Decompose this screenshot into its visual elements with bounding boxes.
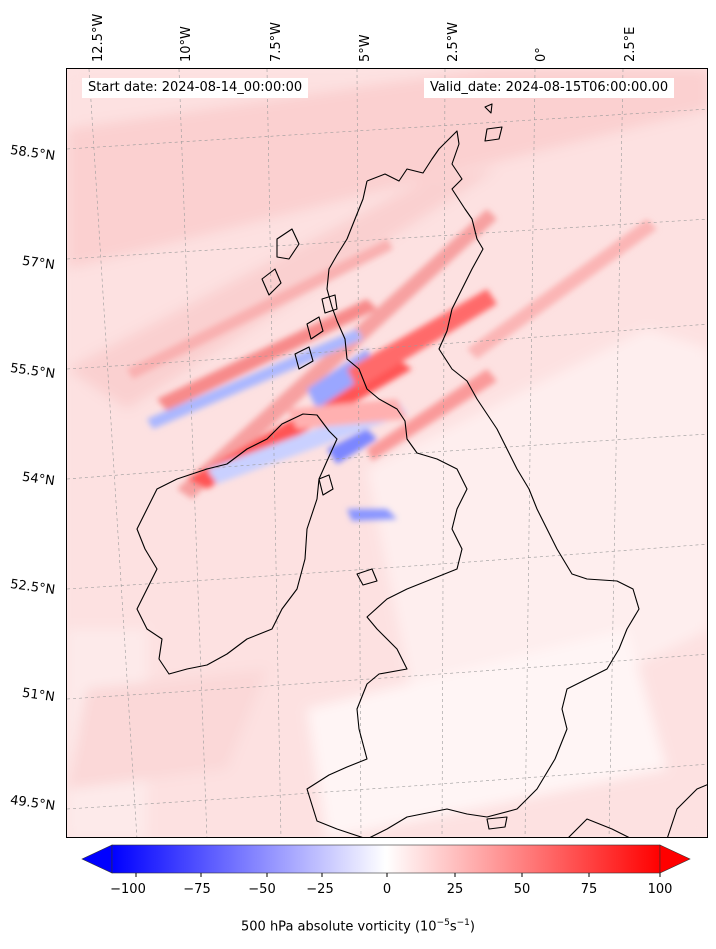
lon-label-12-5w: 12.5°W (91, 13, 106, 62)
lat-label-49-5n: 49.5°N (9, 792, 56, 815)
lat-label-52-5n: 52.5°N (9, 576, 56, 599)
lat-label-58-5n: 58.5°N (9, 142, 56, 165)
map-canvas (67, 69, 707, 837)
start-date-label: Start date: 2024-08-14_00:00:00 (82, 78, 309, 98)
colorbar-tick: −25 (306, 882, 334, 897)
lon-label-5w: 5°W (358, 34, 373, 62)
colorbar (81, 844, 691, 877)
colorbar-tick: 75 (580, 882, 598, 897)
colorbar-tick: −100 (110, 882, 146, 897)
colorbar-tick: −50 (248, 882, 276, 897)
coastlines (136, 103, 707, 837)
lon-label-2-5e: 2.5°E (623, 26, 638, 62)
colorbar-gradient (111, 844, 661, 874)
lat-label-54n: 54°N (21, 469, 56, 490)
valid-date-label: Valid_date: 2024-08-15T06:00:00.00 (424, 78, 675, 98)
lat-label-57n: 57°N (21, 253, 56, 274)
colorbar-low-extend (81, 844, 113, 874)
colorbar-tick: 50 (513, 882, 531, 897)
vorticity-streaks (127, 209, 657, 521)
graticule-lines (67, 69, 707, 837)
lon-label-0: 0° (534, 47, 549, 62)
lon-label-2-5w: 2.5°W (446, 21, 461, 62)
colorbar-tick: 100 (647, 882, 673, 897)
colorbar-tick: 0 (382, 882, 392, 897)
lat-label-51n: 51°N (21, 685, 56, 706)
lon-label-7-5w: 7.5°W (269, 21, 284, 62)
colorbar-tick: −75 (183, 882, 211, 897)
vorticity-map (66, 68, 708, 838)
lat-label-55-5n: 55.5°N (9, 360, 56, 383)
colorbar-tick: 25 (446, 882, 464, 897)
vorticity-field (67, 69, 707, 837)
colorbar-high-extend (659, 844, 691, 874)
colorbar-title: 500 hPa absolute vorticity (10−5s−1) (241, 918, 475, 935)
lon-label-10w: 10°W (179, 26, 194, 62)
